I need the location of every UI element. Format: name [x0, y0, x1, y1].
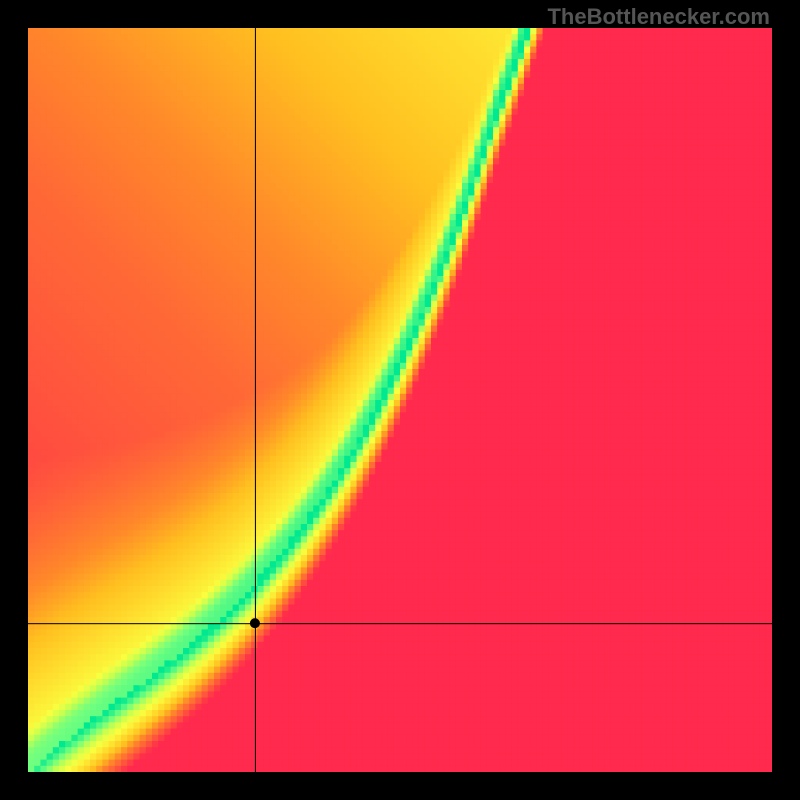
- bottleneck-heatmap: [0, 0, 800, 800]
- watermark-text: TheBottlenecker.com: [547, 4, 770, 30]
